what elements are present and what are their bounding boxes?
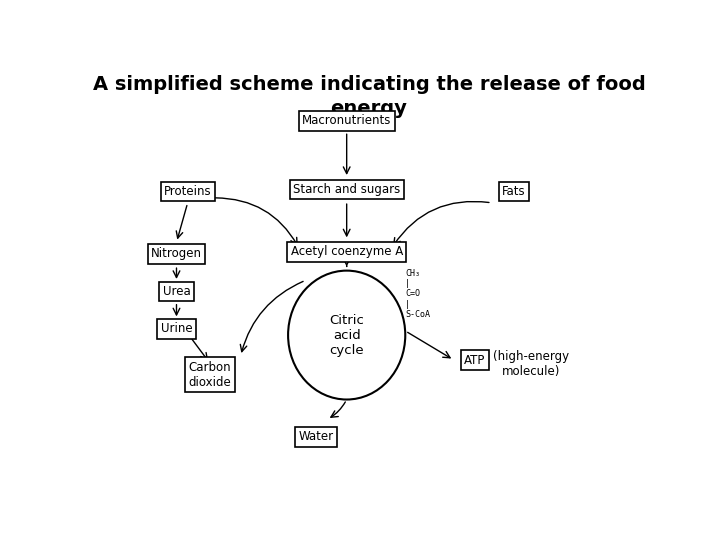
Text: Urine: Urine [161,322,192,335]
Text: Proteins: Proteins [164,185,212,198]
Text: Water: Water [298,430,333,443]
Text: (high-energy
molecule): (high-energy molecule) [492,350,569,378]
Text: Carbon
dioxide: Carbon dioxide [189,361,231,389]
Text: Starch and sugars: Starch and sugars [293,183,400,196]
Ellipse shape [288,271,405,400]
Text: A simplified scheme indicating the release of food
energy: A simplified scheme indicating the relea… [93,75,645,118]
Text: Citric
acid
cycle: Citric acid cycle [329,314,364,356]
Text: Urea: Urea [163,285,190,298]
Text: Acetyl coenzyme A: Acetyl coenzyme A [291,245,402,259]
Text: Macronutrients: Macronutrients [302,114,392,127]
Text: Nitrogen: Nitrogen [151,247,202,260]
Text: Fats: Fats [503,185,526,198]
Text: ATP: ATP [464,354,486,367]
Text: CH₃
|
C=O
|
S-CoA: CH₃ | C=O | S-CoA [405,268,431,319]
